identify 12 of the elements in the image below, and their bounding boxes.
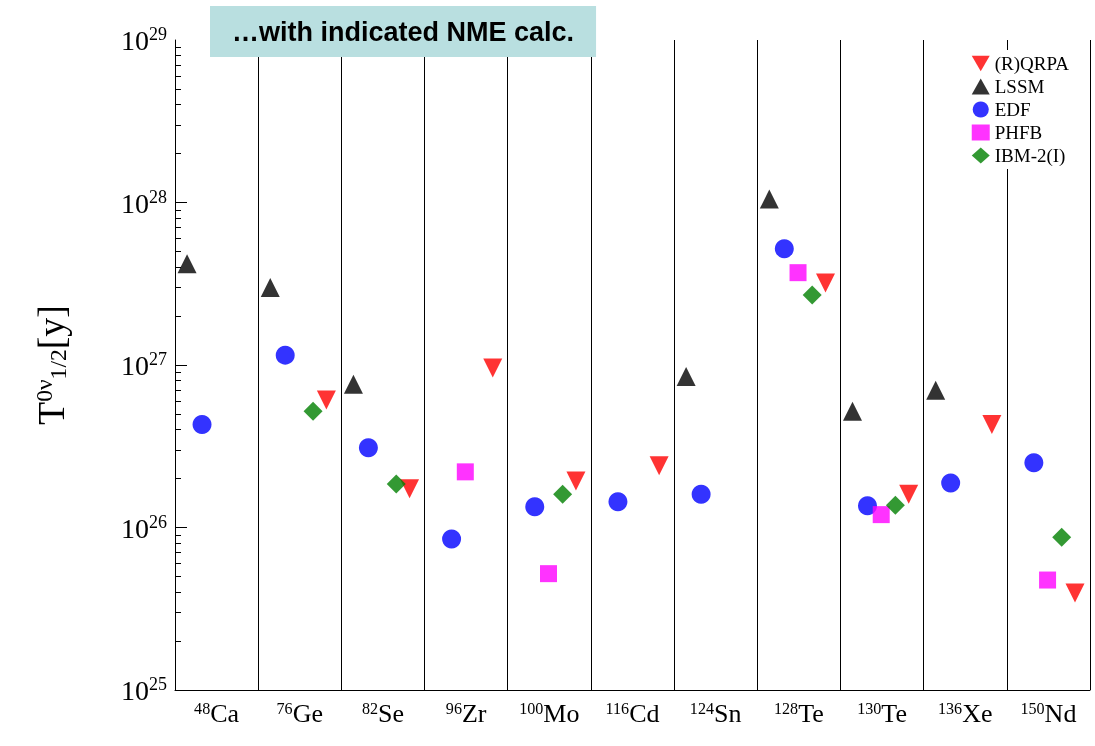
legend-label: (R)QRPA xyxy=(994,53,1070,75)
chart-title: …with indicated NME calc. xyxy=(232,16,575,47)
legend-label: IBM-2(I) xyxy=(994,145,1066,167)
y-tick-label: 10$^{25}$ xyxy=(121,673,167,707)
y-axis-title: T0ν1/2[y] xyxy=(30,304,72,426)
legend-label: EDF xyxy=(994,99,1031,120)
y-tick-label: 10$^{29}$ xyxy=(121,23,167,57)
legend-label: LSSM xyxy=(994,76,1045,97)
y-tick-label: 10$^{26}$ xyxy=(121,511,167,544)
y-tick-label: 10$^{27}$ xyxy=(121,348,167,382)
legend-label: PHFB xyxy=(994,122,1043,143)
y-tick-label: 10$^{28}$ xyxy=(121,186,167,219)
